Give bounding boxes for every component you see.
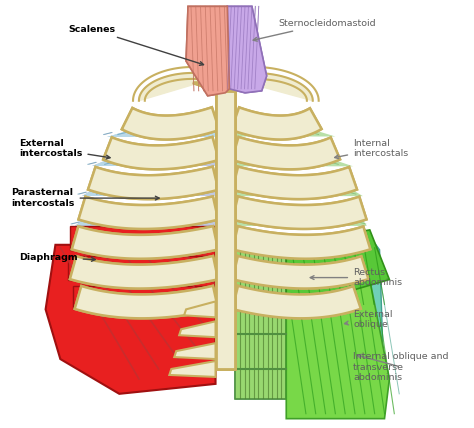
Polygon shape bbox=[82, 190, 201, 196]
Polygon shape bbox=[233, 256, 368, 288]
Polygon shape bbox=[232, 286, 361, 318]
Polygon shape bbox=[193, 83, 252, 91]
Polygon shape bbox=[75, 286, 218, 318]
Polygon shape bbox=[139, 73, 220, 101]
Polygon shape bbox=[286, 279, 390, 419]
Polygon shape bbox=[70, 256, 218, 288]
Polygon shape bbox=[231, 107, 321, 140]
Polygon shape bbox=[122, 107, 219, 140]
Polygon shape bbox=[233, 256, 368, 288]
Polygon shape bbox=[232, 286, 361, 318]
Polygon shape bbox=[79, 196, 218, 229]
Polygon shape bbox=[186, 6, 229, 96]
Polygon shape bbox=[232, 137, 340, 169]
Polygon shape bbox=[231, 107, 321, 140]
Polygon shape bbox=[232, 137, 340, 169]
Polygon shape bbox=[82, 190, 216, 196]
Text: External
intercostals: External intercostals bbox=[19, 139, 110, 159]
Polygon shape bbox=[235, 245, 286, 399]
Text: Diaphragm: Diaphragm bbox=[19, 253, 95, 262]
Polygon shape bbox=[79, 196, 218, 229]
Text: Rectus
abdominis: Rectus abdominis bbox=[310, 268, 402, 287]
Polygon shape bbox=[169, 361, 216, 377]
Polygon shape bbox=[232, 196, 366, 229]
Polygon shape bbox=[235, 131, 336, 137]
Polygon shape bbox=[70, 226, 216, 250]
Polygon shape bbox=[228, 6, 266, 93]
Polygon shape bbox=[228, 6, 266, 93]
Polygon shape bbox=[75, 220, 201, 226]
Polygon shape bbox=[88, 166, 219, 199]
Polygon shape bbox=[108, 131, 216, 137]
Polygon shape bbox=[193, 83, 252, 91]
Polygon shape bbox=[233, 226, 370, 259]
Polygon shape bbox=[184, 301, 216, 317]
Polygon shape bbox=[233, 226, 370, 259]
Polygon shape bbox=[286, 230, 390, 309]
Text: Internal oblique and
transverse
abdominis: Internal oblique and transverse abdomini… bbox=[353, 352, 448, 382]
Polygon shape bbox=[174, 343, 216, 359]
Polygon shape bbox=[72, 226, 218, 259]
Polygon shape bbox=[235, 279, 365, 285]
Polygon shape bbox=[103, 137, 219, 169]
Polygon shape bbox=[235, 230, 384, 399]
Polygon shape bbox=[92, 160, 201, 166]
Polygon shape bbox=[92, 160, 216, 166]
Text: External
oblique: External oblique bbox=[345, 309, 392, 329]
Polygon shape bbox=[103, 137, 219, 169]
Polygon shape bbox=[73, 250, 216, 256]
Polygon shape bbox=[179, 321, 216, 337]
Polygon shape bbox=[216, 91, 235, 369]
Polygon shape bbox=[108, 131, 201, 137]
Polygon shape bbox=[216, 91, 235, 369]
Polygon shape bbox=[46, 245, 216, 394]
Polygon shape bbox=[235, 220, 367, 226]
Polygon shape bbox=[73, 279, 216, 285]
Polygon shape bbox=[235, 160, 353, 166]
Polygon shape bbox=[232, 166, 357, 199]
Text: Sternocleidomastoid: Sternocleidomastoid bbox=[253, 19, 376, 41]
Text: Parasternal
intercostals: Parasternal intercostals bbox=[11, 188, 159, 208]
Polygon shape bbox=[186, 6, 229, 96]
Polygon shape bbox=[72, 226, 218, 259]
Polygon shape bbox=[235, 190, 363, 196]
Polygon shape bbox=[88, 166, 219, 199]
Polygon shape bbox=[70, 256, 218, 288]
Polygon shape bbox=[75, 286, 218, 318]
Polygon shape bbox=[75, 220, 216, 226]
Polygon shape bbox=[224, 73, 313, 101]
Polygon shape bbox=[122, 107, 219, 140]
Text: Scalenes: Scalenes bbox=[68, 25, 203, 65]
Polygon shape bbox=[235, 250, 367, 256]
Polygon shape bbox=[73, 285, 216, 309]
Polygon shape bbox=[232, 166, 357, 199]
Polygon shape bbox=[232, 196, 366, 229]
Polygon shape bbox=[68, 256, 216, 279]
Text: Internal
intercostals: Internal intercostals bbox=[335, 139, 408, 159]
